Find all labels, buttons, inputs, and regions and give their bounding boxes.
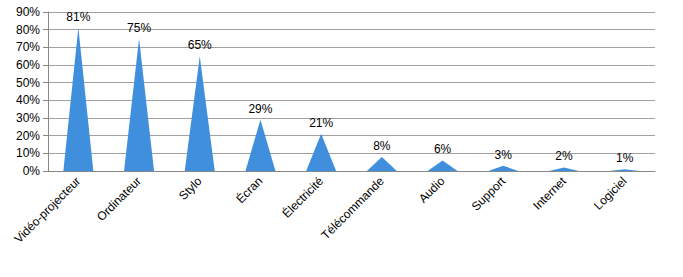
svg-text:Vidéo-projecteur: Vidéo-projecteur — [11, 174, 83, 246]
svg-text:Écran: Écran — [233, 173, 266, 206]
svg-text:60%: 60% — [16, 58, 40, 72]
svg-text:0%: 0% — [23, 164, 41, 178]
svg-text:65%: 65% — [188, 38, 212, 52]
svg-text:1%: 1% — [616, 151, 634, 165]
svg-text:Ordinateur: Ordinateur — [94, 174, 144, 224]
svg-text:75%: 75% — [127, 21, 151, 35]
svg-text:50%: 50% — [16, 76, 40, 90]
svg-text:6%: 6% — [434, 142, 452, 156]
svg-text:70%: 70% — [16, 40, 40, 54]
svg-text:Stylo: Stylo — [176, 174, 205, 203]
svg-text:Télécommande: Télécommande — [318, 174, 387, 243]
svg-text:21%: 21% — [309, 116, 333, 130]
svg-text:3%: 3% — [495, 148, 513, 162]
svg-text:40%: 40% — [16, 93, 40, 107]
svg-text:80%: 80% — [16, 23, 40, 37]
svg-text:Internet: Internet — [530, 174, 569, 213]
svg-text:Logiciel: Logiciel — [591, 174, 630, 213]
svg-text:8%: 8% — [373, 139, 391, 153]
svg-text:10%: 10% — [16, 146, 40, 160]
svg-text:Audio: Audio — [416, 174, 448, 206]
svg-text:Support: Support — [469, 174, 509, 214]
svg-text:2%: 2% — [555, 149, 573, 163]
svg-text:29%: 29% — [248, 102, 272, 116]
svg-text:Électricité: Électricité — [279, 173, 327, 221]
svg-text:81%: 81% — [66, 10, 90, 24]
svg-text:90%: 90% — [16, 5, 40, 19]
svg-text:30%: 30% — [16, 111, 40, 125]
svg-text:20%: 20% — [16, 129, 40, 143]
